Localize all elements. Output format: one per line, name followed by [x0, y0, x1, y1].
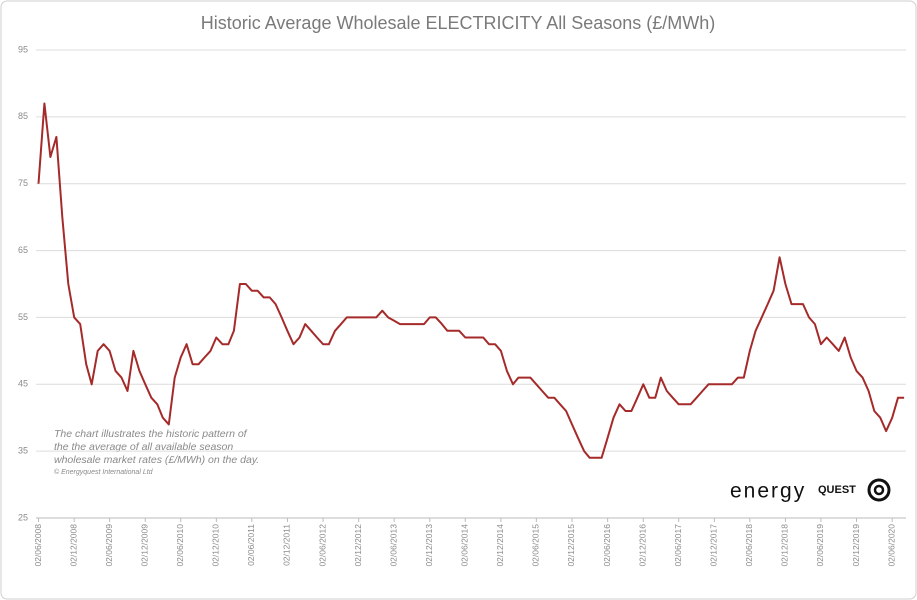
footnote: © Energyquest International Ltd [54, 469, 153, 476]
y-tick-label: 95 [18, 44, 28, 54]
y-tick-label: 35 [18, 446, 28, 456]
y-tick-label: 85 [18, 111, 28, 121]
x-tick-label: 02/06/2012 [317, 524, 327, 567]
y-tick-label: 55 [18, 312, 28, 322]
x-tick-label: 02/06/2018 [744, 524, 754, 567]
x-tick-label: 02/12/2017 [709, 524, 719, 567]
y-tick-label: 45 [18, 379, 28, 389]
x-tick-label: 02/06/2009 [104, 524, 114, 567]
annotation: The chart illustrates the historic patte… [54, 428, 260, 466]
y-tick-label: 25 [18, 512, 28, 522]
x-tick-label: 02/06/2017 [673, 524, 683, 567]
x-tick-label: 02/12/2015 [566, 524, 576, 567]
x-tick-label: 02/12/2016 [638, 524, 648, 567]
x-tick-label: 02/12/2008 [68, 524, 78, 567]
x-tick-label: 02/06/2014 [460, 524, 470, 567]
chart-title: Historic Average Wholesale ELECTRICITY A… [201, 13, 716, 33]
x-tick-label: 02/06/2010 [175, 524, 185, 567]
logo: energy QUEST [730, 478, 891, 503]
x-tick-label: 02/06/2011 [246, 524, 256, 566]
x-tick-label: 02/06/2013 [388, 524, 398, 567]
x-tick-label: 02/12/2009 [140, 524, 150, 567]
y-tick-label: 75 [18, 178, 28, 188]
x-tick-label: 02/12/2011 [282, 524, 292, 566]
logo-mark [867, 478, 891, 502]
annotation-box: The chart illustrates the historic patte… [54, 428, 260, 476]
x-tick-label: 02/12/2010 [211, 524, 221, 567]
logo-brand: QUEST [818, 484, 856, 496]
x-tick-label: 02/12/2018 [780, 524, 790, 567]
series-line [37, 102, 905, 459]
logo-mark [873, 484, 885, 496]
x-tick-label: 02/06/2016 [602, 524, 612, 567]
x-tick-label: 02/06/2008 [33, 524, 43, 567]
y-tick-label: 65 [18, 245, 28, 255]
x-tick-label: 02/06/2015 [531, 524, 541, 567]
x-tick-label: 02/12/2013 [424, 524, 434, 567]
x-tick-label: 02/06/2019 [815, 524, 825, 567]
x-tick-label: 02/06/2020 [886, 524, 896, 567]
logo-word: energy [730, 480, 806, 503]
x-tick-label: 02/12/2012 [353, 524, 363, 567]
x-tick-label: 02/12/2014 [495, 524, 505, 567]
x-tick-label: 02/12/2019 [851, 524, 861, 567]
